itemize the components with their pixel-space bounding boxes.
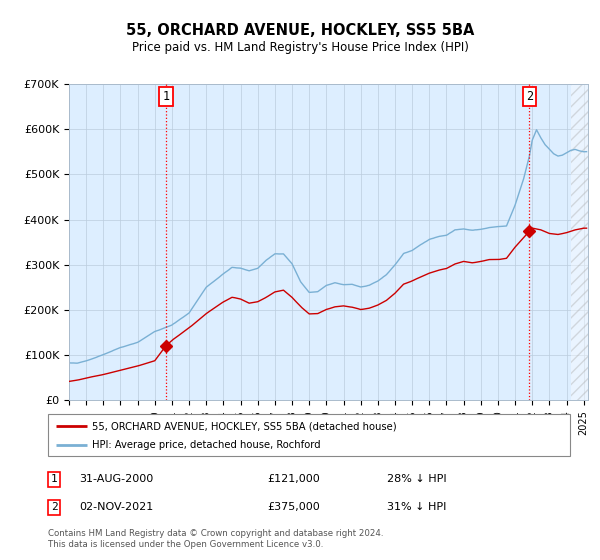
Text: 55, ORCHARD AVENUE, HOCKLEY, SS5 5BA: 55, ORCHARD AVENUE, HOCKLEY, SS5 5BA: [126, 24, 474, 38]
Text: 55, ORCHARD AVENUE, HOCKLEY, SS5 5BA (detached house): 55, ORCHARD AVENUE, HOCKLEY, SS5 5BA (de…: [92, 421, 397, 431]
Text: Price paid vs. HM Land Registry's House Price Index (HPI): Price paid vs. HM Land Registry's House …: [131, 41, 469, 54]
Text: £375,000: £375,000: [267, 502, 320, 512]
Text: 2: 2: [51, 502, 58, 512]
Text: 02-NOV-2021: 02-NOV-2021: [79, 502, 154, 512]
Text: 31% ↓ HPI: 31% ↓ HPI: [388, 502, 446, 512]
Text: 1: 1: [51, 474, 58, 484]
Text: 31-AUG-2000: 31-AUG-2000: [79, 474, 154, 484]
Text: 1: 1: [163, 90, 170, 103]
Text: 28% ↓ HPI: 28% ↓ HPI: [388, 474, 447, 484]
Text: £121,000: £121,000: [267, 474, 320, 484]
Text: 2: 2: [526, 90, 533, 103]
Text: Contains HM Land Registry data © Crown copyright and database right 2024.
This d: Contains HM Land Registry data © Crown c…: [48, 529, 383, 549]
Text: HPI: Average price, detached house, Rochford: HPI: Average price, detached house, Roch…: [92, 441, 321, 450]
